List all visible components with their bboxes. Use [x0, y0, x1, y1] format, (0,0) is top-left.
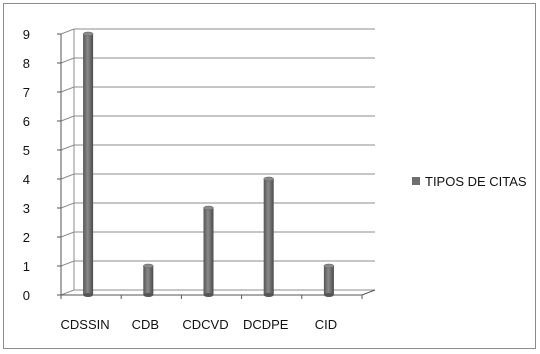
- gridline: [61, 116, 375, 121]
- y-tick-label: 0: [23, 288, 30, 303]
- y-axis-tick-labels: 0 1 2 3 4 5 6 7 8 9: [23, 27, 30, 303]
- bar: [324, 264, 334, 297]
- y-tick-label: 8: [23, 56, 30, 71]
- bar: [264, 177, 274, 297]
- x-tick-label: CDCVD: [182, 317, 228, 332]
- legend: TIPOS DE CITAS: [412, 174, 527, 189]
- gridline: [61, 145, 375, 150]
- x-tick-label: CDB: [132, 317, 159, 332]
- gridline: [61, 87, 375, 92]
- bar: [83, 32, 93, 297]
- y-tick-label: 2: [23, 230, 30, 245]
- x-tick-label: CID: [315, 317, 337, 332]
- gridline: [61, 174, 375, 179]
- y-tick-label: 3: [23, 201, 30, 216]
- y-tick-label: 1: [23, 259, 30, 274]
- bars: [83, 32, 334, 297]
- y-tick-label: 7: [23, 85, 30, 100]
- y-tick-label: 5: [23, 143, 30, 158]
- gridline: [61, 203, 375, 208]
- gridlines: [61, 29, 375, 295]
- bar: [143, 264, 153, 297]
- gridline: [61, 58, 375, 63]
- y-tick-label: 9: [23, 27, 30, 42]
- x-axis-tick-labels: CDSSIN CDB CDCVD DCDPE CID: [61, 317, 338, 332]
- x-tick-label: DCDPE: [243, 317, 289, 332]
- gridline: [61, 232, 375, 237]
- x-tick-label: CDSSIN: [61, 317, 110, 332]
- gridline: [61, 29, 375, 34]
- axes: [57, 29, 375, 299]
- legend-swatch: [412, 177, 420, 185]
- y-tick-label: 6: [23, 114, 30, 129]
- legend-label: TIPOS DE CITAS: [425, 174, 527, 189]
- y-tick-label: 4: [23, 172, 30, 187]
- bar: [204, 206, 214, 297]
